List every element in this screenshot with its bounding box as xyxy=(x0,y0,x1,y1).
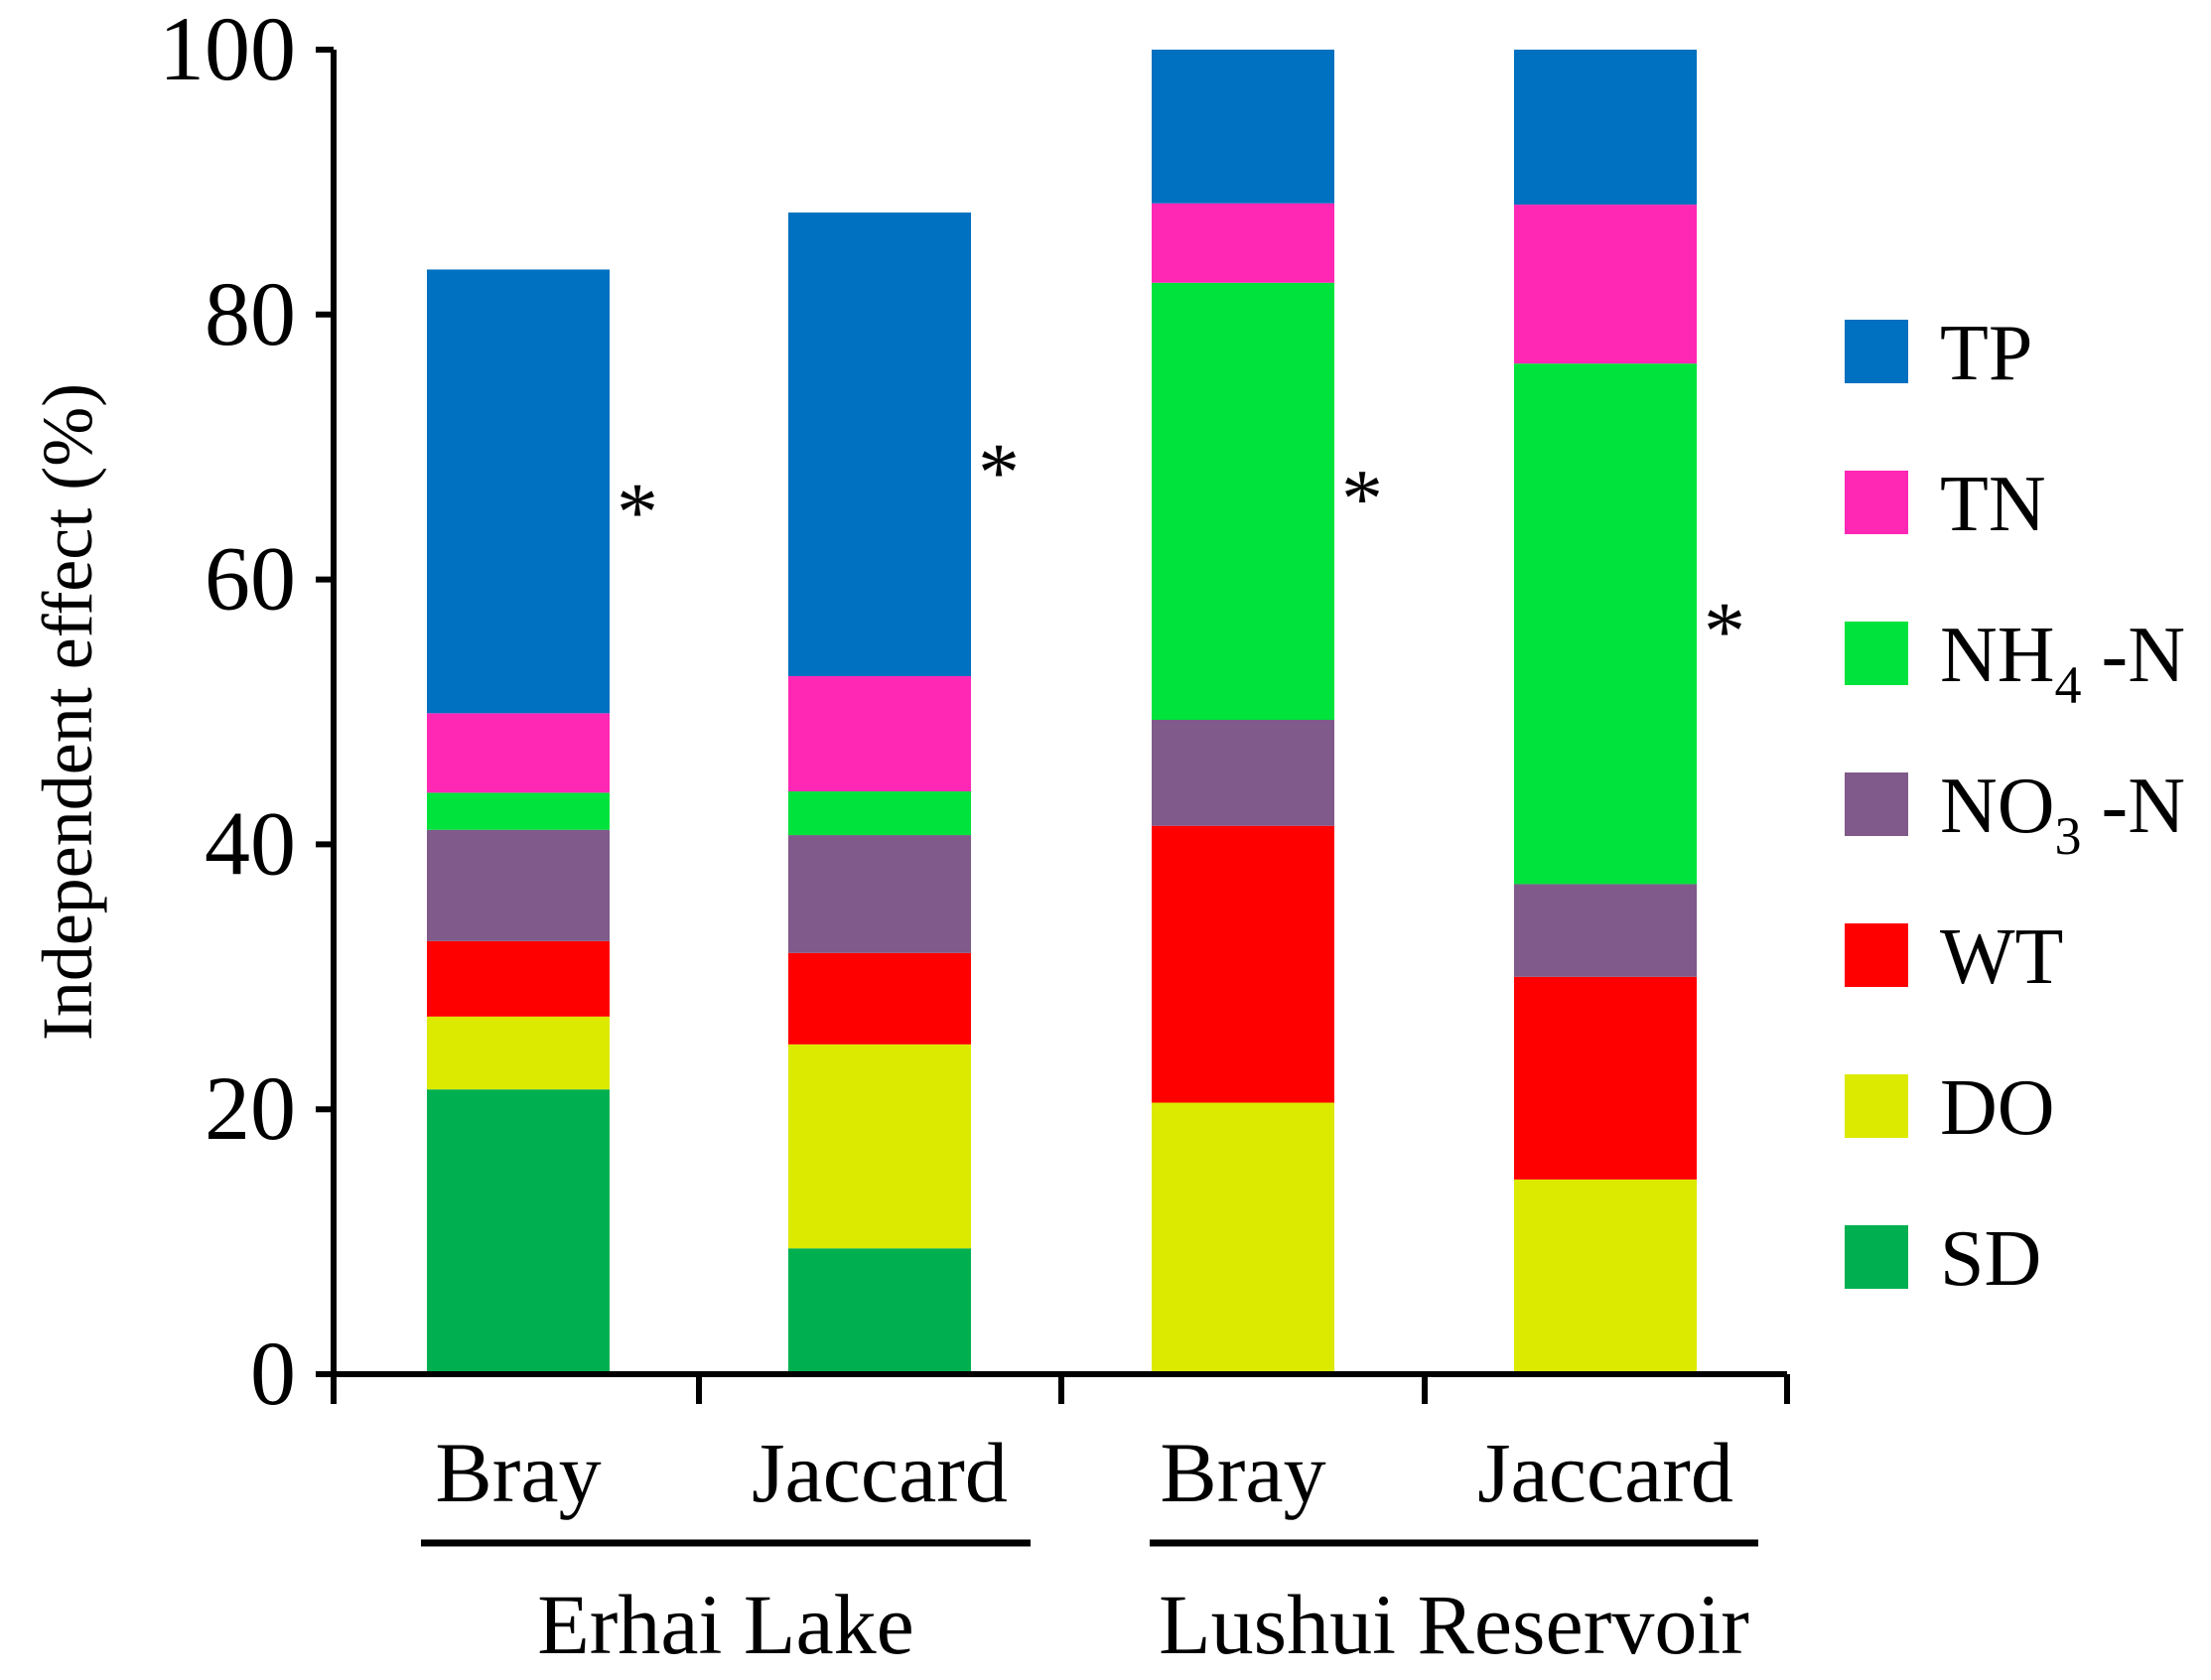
bar-segment-nh4-n-2 xyxy=(1152,282,1334,721)
legend-swatch xyxy=(1845,471,1908,534)
bar-segment-nh4-n-3 xyxy=(1514,363,1697,885)
group-label: Lushui Reservoir xyxy=(1159,1577,1749,1672)
x-axis: Bray Jaccard Bray Jaccard Erhai Lake Lushui … xyxy=(331,1371,1790,1672)
bar-segment-tp-2 xyxy=(1152,50,1334,204)
x-ticks xyxy=(331,1374,1790,1404)
legend-label: NO3 -N xyxy=(1940,763,2185,866)
y-tick-label: 60 xyxy=(205,528,296,630)
significance-annotations: * * * * xyxy=(617,427,1745,678)
legend-label-main: WT xyxy=(1940,913,2063,1001)
legend-swatch xyxy=(1845,320,1908,383)
y-axis: 0 20 40 60 80 100 xyxy=(159,0,337,1424)
legend-item-sd: SD xyxy=(1845,1215,2041,1303)
y-ticks: 0 20 40 60 80 100 xyxy=(159,0,334,1424)
bar-segment-tp-3 xyxy=(1514,50,1697,206)
bar-segment-nh4-n-1 xyxy=(788,791,971,836)
legend-label-main: TN xyxy=(1940,461,2046,548)
legend-label: TP xyxy=(1940,310,2032,397)
legend-label-subscript: 4 xyxy=(2055,655,2082,715)
legend-label: TN xyxy=(1940,461,2046,548)
x-category-label: Bray xyxy=(1160,1425,1325,1520)
group-label: Erhai Lake xyxy=(537,1577,914,1672)
significance-star: * xyxy=(978,427,1020,519)
legend-label: WT xyxy=(1940,913,2063,1001)
bar-segment-tn-3 xyxy=(1514,205,1697,364)
legend-label-main: TP xyxy=(1940,310,2032,397)
significance-star: * xyxy=(1704,586,1745,678)
x-category-label: Jaccard xyxy=(752,1425,1008,1520)
legend-label-tail: -N xyxy=(2082,763,2185,850)
legend-swatch xyxy=(1845,1225,1908,1289)
bar-segment-do-2 xyxy=(1152,1102,1334,1374)
bar-segment-tn-1 xyxy=(788,675,971,792)
legend-item-no3-n: NO3 -N xyxy=(1845,763,2185,866)
legend-item-tp: TP xyxy=(1845,310,2032,397)
bar-segments xyxy=(427,50,1697,1374)
bar-segment-wt-1 xyxy=(788,952,971,1045)
bar-segment-tn-0 xyxy=(427,713,610,793)
x-category-label: Jaccard xyxy=(1477,1425,1733,1520)
legend-item-do: DO xyxy=(1845,1064,2055,1152)
legend-label: DO xyxy=(1940,1064,2055,1152)
legend-swatch xyxy=(1845,622,1908,685)
bar-segment-do-3 xyxy=(1514,1179,1697,1374)
bar-segment-tn-2 xyxy=(1152,203,1334,283)
y-tick-label: 0 xyxy=(250,1323,296,1424)
legend-label-main: NH xyxy=(1940,612,2055,699)
bar-segment-nh4-n-0 xyxy=(427,792,610,830)
legend-label-tail: -N xyxy=(2082,612,2185,699)
bar-segment-do-0 xyxy=(427,1016,610,1090)
y-tick-label: 20 xyxy=(205,1057,296,1159)
bar-segment-sd-1 xyxy=(788,1248,971,1374)
bar-segment-tp-1 xyxy=(788,212,971,676)
bar-segment-tp-0 xyxy=(427,269,610,714)
bar-segment-no3-n-1 xyxy=(788,835,971,953)
y-tick-label: 40 xyxy=(205,792,296,894)
bar-segment-wt-0 xyxy=(427,940,610,1017)
significance-star: * xyxy=(1341,453,1383,545)
legend-item-wt: WT xyxy=(1845,913,2063,1001)
legend-swatch xyxy=(1845,923,1908,987)
legend-item-tn: TN xyxy=(1845,461,2046,548)
bar-segment-no3-n-3 xyxy=(1514,884,1697,977)
legend-item-nh4-n: NH4 -N xyxy=(1845,612,2185,715)
x-category-label: Bray xyxy=(435,1425,601,1520)
bar-segment-no3-n-0 xyxy=(427,829,610,941)
bar-segment-no3-n-2 xyxy=(1152,720,1334,826)
legend-label: NH4 -N xyxy=(1940,612,2185,715)
bar-segment-sd-0 xyxy=(427,1089,610,1374)
y-axis-title: Independent effect (%) xyxy=(28,383,107,1041)
y-tick-label: 80 xyxy=(205,263,296,364)
legend-swatch xyxy=(1845,772,1908,836)
legend-label-main: NO xyxy=(1940,763,2055,850)
legend-label-subscript: 3 xyxy=(2055,806,2082,866)
x-category-labels: Bray Jaccard Bray Jaccard xyxy=(435,1425,1732,1520)
legend-label-main: SD xyxy=(1940,1215,2041,1303)
bar-segment-wt-2 xyxy=(1152,825,1334,1103)
legend-label-main: DO xyxy=(1940,1064,2055,1152)
x-group-labels: Erhai Lake Lushui Reservoir xyxy=(421,1539,1758,1672)
bar-segment-wt-3 xyxy=(1514,976,1697,1180)
significance-star: * xyxy=(617,467,658,559)
legend-label: SD xyxy=(1940,1215,2041,1303)
bar-segment-do-1 xyxy=(788,1044,971,1249)
legend-swatch xyxy=(1845,1074,1908,1138)
y-tick-label: 100 xyxy=(159,0,296,99)
plot-area: 0 20 40 60 80 100 Bray Jaccard Bray Jaccard Erha… xyxy=(159,0,1790,1672)
